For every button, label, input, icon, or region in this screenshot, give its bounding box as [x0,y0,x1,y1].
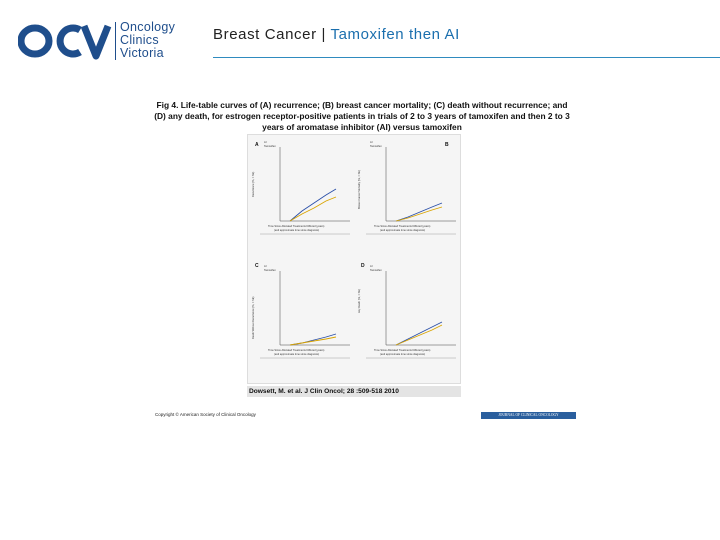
panel-b-legend-ai: AI [370,141,373,144]
panel-a-legend-ai: AI [264,141,267,144]
panel-b-plot [366,147,456,235]
logo-divider [115,22,116,60]
title-main: Breast Cancer [213,26,317,43]
panel-c: C AI Tamoxifen Time Since Allocated Trea… [250,261,354,383]
panel-d-plot [366,271,456,359]
logo-line-1: Oncology [120,20,176,34]
panel-c-xlabel: Time Since Allocated Treatments Differed… [268,349,325,352]
panel-d: D AI Tamoxifen Time Since Allocated Trea… [356,261,460,383]
panel-a-xlabel: Time Since Allocated Treatments Differed… [268,225,325,228]
panel-d-xlabel: Time Since Allocated Treatments Differed… [374,349,431,352]
logo-line-2: Clinics [120,33,159,47]
panel-a-plot [260,147,350,235]
panel-d-legend-tam: Tamoxifen [370,269,382,272]
panel-d-legend-ai: AI [370,265,373,268]
panel-c-xlabel-sub: (and approximate time since diagnosis) [274,353,320,356]
title-sub: Tamoxifen then AI [330,26,460,43]
slide-title: Breast Cancer | Tamoxifen then AI [213,26,460,43]
ocv-logo-mark [18,24,112,60]
panel-c-legend-tam: Tamoxifen [264,269,276,272]
figure-citation: Dowsett, M. et al. J Clin Oncol; 28 :509… [247,386,461,397]
ocv-logo: Oncology Clinics Victoria [18,20,188,62]
figure-title-line-1: Fig 4. Life-table curves of (A) recurren… [156,100,568,110]
figure-title: Fig 4. Life-table curves of (A) recurren… [147,100,577,133]
title-separator: | [321,26,326,43]
panel-c-plot [260,271,350,359]
figure-image: A AI Tamoxifen Time Since Allocated Trea… [247,134,461,384]
panel-b-ylabel: Breast Cancer Mortality (%, ± SE) [358,170,361,209]
panel-a-letter: A [255,142,259,148]
figure-title-line-3: years of aromatase inhibitor (AI) versus… [262,122,462,132]
journal-banner: JOURNAL OF CLINICAL ONCOLOGY [481,412,576,419]
panel-c-legend-ai: AI [264,265,267,268]
panel-c-letter: C [255,263,259,269]
panel-b: B AI Tamoxifen Time Since Allocated Trea… [356,137,460,259]
panel-d-letter: D [361,263,365,269]
panel-d-ylabel: Any Death (%, ± SE) [358,289,361,313]
panel-a-xlabel-sub: (and approximate time since diagnosis) [274,229,320,232]
logo-line-3: Victoria [120,46,164,60]
panel-a-ylabel: Recurrence (%, ± SE) [252,171,255,197]
panel-c-ylabel: Death Without Recurrence (%, ± SE) [252,296,255,339]
copyright-notice: Copyright © American Society of Clinical… [155,412,256,417]
panel-b-xlabel: Time Since Allocated Treatments Differed… [374,225,431,228]
panel-a: A AI Tamoxifen Time Since Allocated Trea… [250,137,354,259]
panel-d-xlabel-sub: (and approximate time since diagnosis) [380,353,426,356]
panel-a-legend-tam: Tamoxifen [264,145,276,148]
header-rule [213,57,720,58]
logo-wordmark: Oncology Clinics Victoria [120,21,175,60]
figure-title-line-2: (D) any death, for estrogen receptor-pos… [154,111,570,121]
panel-b-legend-tam: Tamoxifen [370,145,382,148]
panel-b-xlabel-sub: (and approximate time since diagnosis) [380,229,426,232]
panel-b-letter: B [445,142,449,148]
